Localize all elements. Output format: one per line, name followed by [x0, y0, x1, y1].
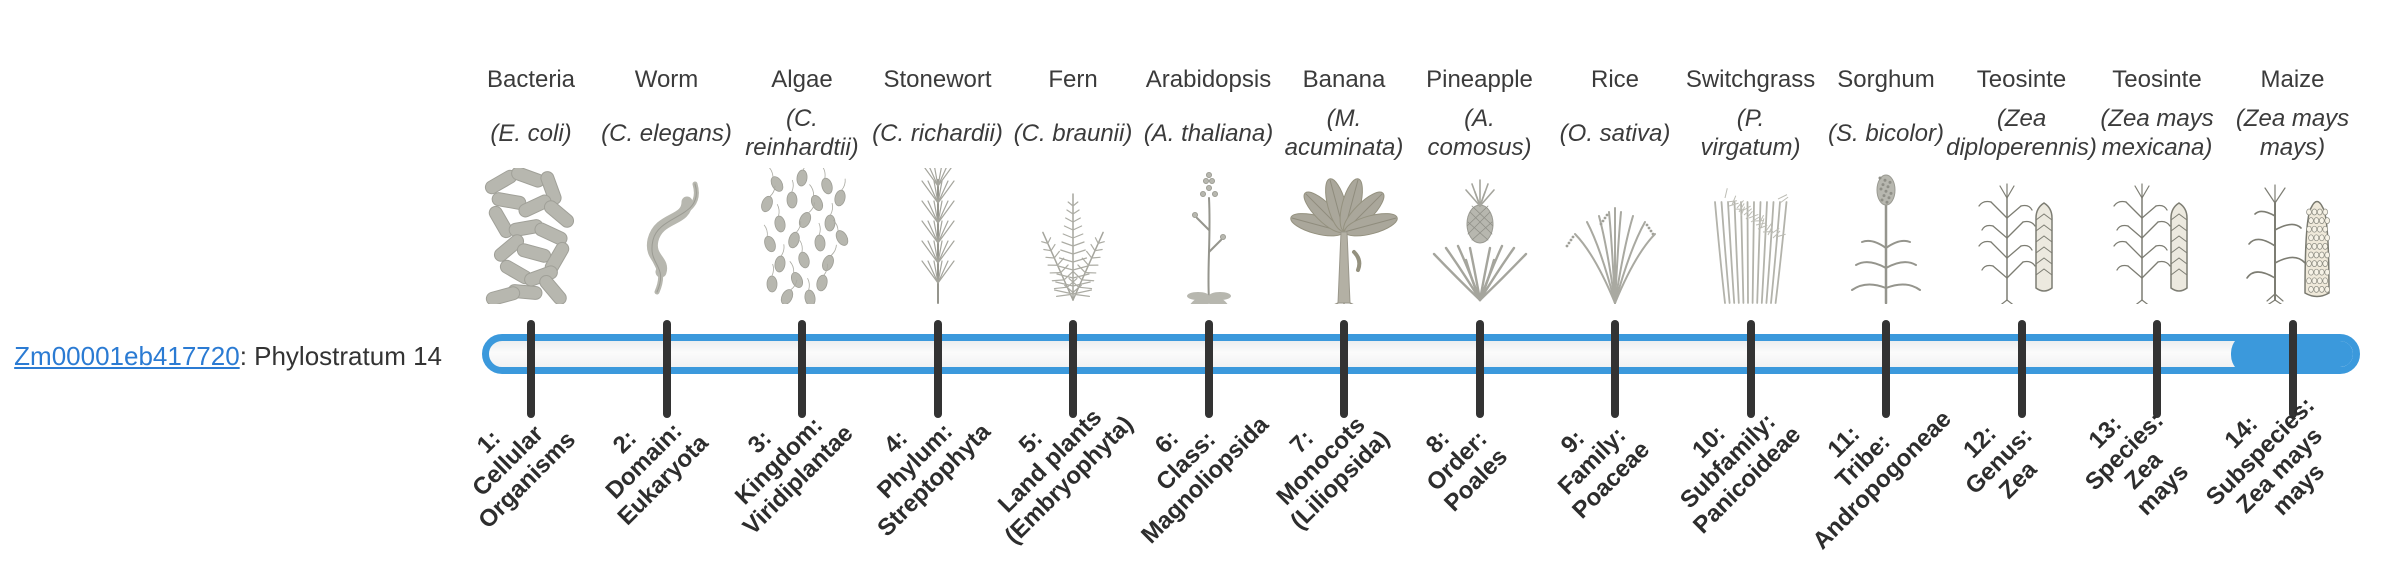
gene-id-link[interactable]: Zm00001eb417720 [14, 341, 240, 371]
organism-scientific-name: (C. braunii) [1013, 119, 1133, 147]
phylostratum-stage-label: 1: Cellular Organisms [467, 420, 581, 534]
organism-common-name: Stonewort [883, 66, 992, 93]
organism-scientific-name: (O. sativa) [1559, 119, 1671, 147]
organism-scientific-name: (A. thaliana) [1143, 119, 1274, 147]
switchgrass-icon [1691, 168, 1811, 304]
gene-label: Zm00001eb417720: Phylostratum 14 [0, 341, 442, 371]
phylostratum-tick [527, 320, 535, 418]
organism-common-name: Pineapple [1426, 66, 1533, 93]
phylostratum-tick [1611, 320, 1619, 418]
organism-scientific-name: (Zea mays mexicana) [2100, 105, 2214, 161]
phylostratum-tick [1475, 320, 1484, 418]
stonewort-icon [878, 163, 998, 304]
organism-scientific-name: (E. coli) [490, 119, 572, 147]
phylostratum-tick [662, 320, 671, 418]
rice-icon [1555, 168, 1675, 304]
phylostratum-tick [2153, 320, 2161, 418]
phylostratum-stage-label: 12: Genus: Zea [1957, 420, 2042, 505]
fern-icon [1013, 168, 1133, 304]
phylostratum-stage-label: 13: Species: Zea mays [2080, 407, 2194, 521]
phylostratum-tick [1340, 320, 1348, 418]
organism-scientific-name: (M. acuminata) [1284, 105, 1404, 161]
organism-common-name: Bacteria [486, 66, 576, 93]
phylostratum-tick [1882, 320, 1890, 418]
bacteria-icon [471, 166, 591, 306]
arabidopsis-icon [1149, 168, 1269, 316]
organism-common-name: Fern [1048, 66, 1098, 93]
phylostratum-stage-label: 6: Class: Magnoliopsida [1135, 411, 1274, 550]
organism-scientific-name: (A. comosus) [1427, 105, 1532, 161]
organism-common-name: Sorghum [1837, 66, 1935, 93]
phylostratum-tick [933, 320, 942, 418]
organism-scientific-name: (Zea diploperennis) [1946, 105, 2097, 161]
organism-common-name: Arabidopsis [1145, 66, 1272, 93]
phylostratum-stage-label: 5: Land plants (Embryophyta) [992, 403, 1139, 550]
phylostratum-stage-label: 14: Subspecies: Zea mays mays [2200, 391, 2330, 521]
phylostratum-stage-label: 8: Order: Poales [1420, 424, 1513, 517]
phylostratum-tick [798, 320, 806, 418]
organism-scientific-name: (S. bicolor) [1827, 119, 1945, 147]
organism-common-name: Teosinte [1976, 66, 2067, 93]
organism-common-name: Banana [1302, 66, 1386, 93]
phylostratum-stage-label: 2: Domain: Eukaryota [600, 417, 714, 531]
phylostratum-tick [1746, 320, 1755, 418]
phylostratum-stage-label: 4: Phylum: Streptophyta [871, 417, 996, 542]
organism-common-name: Switchgrass [1685, 66, 1816, 93]
teosinte-icon [2097, 168, 2217, 308]
organism-common-name: Rice [1590, 66, 1639, 93]
organism-scientific-name: (C. elegans) [601, 119, 732, 147]
algae-icon [742, 158, 862, 307]
phylostratum-stage-label: 3: Kingdom: Viridiplantae [729, 411, 859, 541]
phylostratum-tick [1204, 320, 1213, 418]
organism-common-name: Maize [2260, 66, 2325, 93]
phylostratum-stage-label: 9: Family: Poaceae [1552, 421, 1656, 525]
organism-common-name: Teosinte [2112, 66, 2202, 93]
phylostratum-stage-label: 11: Tribe: Andropogoneae [1807, 405, 1957, 555]
phylostratum-tick [2017, 320, 2026, 418]
pineapple-icon [1420, 168, 1540, 304]
organism-scientific-name: (C. reinhardtii) [745, 105, 859, 161]
organism-scientific-name: (C. richardii) [872, 119, 1003, 147]
teosinte-icon [1962, 168, 2082, 308]
phylostratum-stage-label: 7: Monocots (Liliopsida) [1271, 411, 1395, 535]
worm-icon [607, 168, 727, 304]
organism-scientific-name: (P. virgatum) [1700, 105, 1801, 161]
organism-common-name: Algae [771, 66, 833, 93]
sorghum-icon [1826, 168, 1946, 305]
phylostratum-stage-label: 10: Subfamily: Panicoideae [1674, 408, 1806, 540]
banana-icon [1284, 168, 1404, 310]
maize-icon [2233, 168, 2353, 309]
organism-common-name: Worm [634, 66, 699, 93]
phylostratum-text: : Phylostratum 14 [239, 341, 442, 371]
phylostrata-timeline-bar [482, 334, 2360, 374]
organism-scientific-name: (Zea mays mays) [2235, 105, 2350, 161]
phylostratum-tick [1069, 320, 1077, 418]
phylostratum-tick [2288, 320, 2297, 418]
